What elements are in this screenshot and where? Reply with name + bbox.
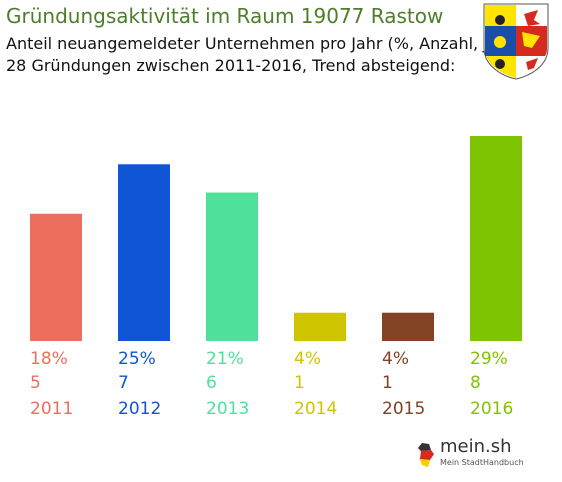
count-label-2015: 1 <box>382 373 393 393</box>
percent-label-2016: 29% <box>470 349 508 369</box>
year-label-2013: 2013 <box>206 399 249 419</box>
bar-2014 <box>294 312 346 341</box>
bar-2013 <box>206 192 258 341</box>
coat-of-arms-icon <box>483 3 549 80</box>
brand-tagline: Mein StadtHandbuch <box>440 458 524 467</box>
count-label-2012: 7 <box>118 373 129 393</box>
count-label-2013: 6 <box>206 373 217 393</box>
year-label-2011: 2011 <box>30 399 73 419</box>
chart-title: Gründungsaktivität im Raum 19077 Rastow <box>6 4 444 28</box>
bar-2011 <box>30 213 82 341</box>
year-label-2016: 2016 <box>470 399 513 419</box>
bar-2012 <box>118 164 170 341</box>
percent-label-2015: 4% <box>382 349 409 369</box>
year-label-2015: 2015 <box>382 399 425 419</box>
bar-2016 <box>470 136 522 341</box>
count-label-2014: 1 <box>294 373 305 393</box>
year-label-2014: 2014 <box>294 399 337 419</box>
year-label-2012: 2012 <box>118 399 161 419</box>
brand-logo[interactable]: mein.sh Mein StadtHandbuch <box>416 436 526 476</box>
count-label-2011: 5 <box>30 373 41 393</box>
percent-label-2013: 21% <box>206 349 244 369</box>
percent-label-2014: 4% <box>294 349 321 369</box>
chart-subtitle-2: 28 Gründungen zwischen 2011-2016, Trend … <box>6 56 456 75</box>
germany-map-icon <box>418 443 434 467</box>
percent-label-2012: 25% <box>118 349 156 369</box>
bar-2015 <box>382 312 434 341</box>
chart-subtitle-1: Anteil neuangemeldeter Unternehmen pro J… <box>6 34 521 53</box>
count-label-2016: 8 <box>470 373 481 393</box>
brand-name: mein.sh <box>440 436 512 457</box>
percent-label-2011: 18% <box>30 349 68 369</box>
